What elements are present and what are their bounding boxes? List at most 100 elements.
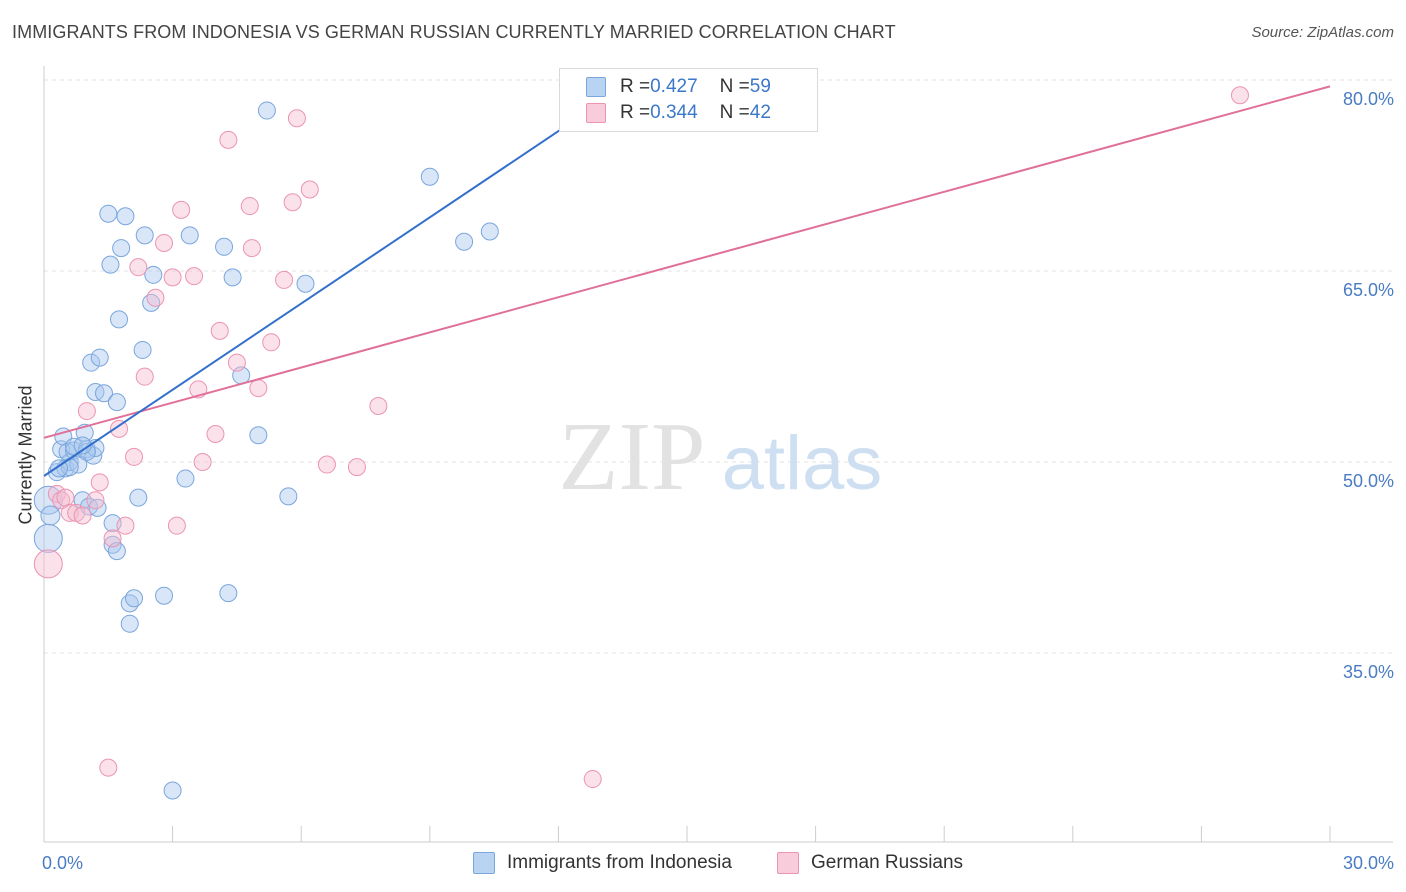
x-tick-label: 30.0% [1343,853,1394,873]
axes [43,66,1393,843]
data-point [90,348,109,367]
series-legend: Immigrants from Indonesia German Russian… [0,850,1406,878]
data-point [56,488,75,507]
data-point [99,204,118,223]
data-point [33,523,63,553]
watermark-zip: ZIP [559,403,706,511]
legend-r-label: R = [620,76,651,97]
data-point [155,233,174,252]
data-point [300,180,319,199]
data-point [279,487,298,506]
series-indonesia-points [33,101,499,800]
data-point [275,270,294,289]
data-point [88,498,107,517]
data-point [296,274,315,293]
data-point [210,321,229,340]
data-point [125,447,144,466]
data-point [167,516,186,535]
data-point [86,491,105,510]
data-point [73,506,92,525]
data-point [116,207,135,226]
y-tick-label: 80.0% [1343,89,1394,109]
data-point [33,549,63,579]
data-point [172,200,191,219]
legend-n-value: 59 [749,76,771,97]
data-point [103,529,122,548]
legend-n-label: N = [719,76,750,97]
legend-r-value: 0.427 [650,76,698,97]
data-point [163,781,182,800]
x-tick-label: 0.0% [42,853,83,873]
data-point [185,267,204,286]
data-point [129,488,148,507]
data-point [193,453,212,471]
trend-line-german-russians [43,85,1331,439]
data-point [90,473,109,492]
data-point [215,237,234,256]
data-point [455,232,474,251]
data-point [110,310,129,329]
data-point [135,367,154,386]
gridlines [44,79,1393,654]
data-point [135,226,154,245]
legend-r-label: R = [620,102,651,123]
data-point [125,589,144,608]
legend-row-german-russians: R = 0.344 N = 42 [586,100,771,126]
chart-title: IMMIGRANTS FROM INDONESIA VS GERMAN RUSS… [12,22,896,42]
data-point [116,516,135,535]
stats-legend: R = 0.427 N = 59 R = 0.344 N = 42 [559,68,818,132]
legend-swatch-blue [473,852,495,874]
legend-item-german-russians[interactable]: German Russians [777,852,963,874]
data-point [317,455,336,474]
data-point [257,101,276,120]
legend-r-value: 0.344 [650,102,698,123]
data-point [262,333,281,352]
data-point [40,505,61,526]
data-point [107,393,126,412]
legend-swatch-blue [586,77,606,97]
data-point [144,265,163,284]
data-point [219,584,238,603]
trend-line-indonesia [43,72,645,477]
legend-label-indonesia: Immigrants from Indonesia [507,852,732,873]
data-point [77,402,96,421]
data-point [155,586,174,605]
data-point [583,770,602,789]
data-point [249,426,268,445]
legend-item-indonesia[interactable]: Immigrants from Indonesia [473,852,732,874]
data-point [480,222,499,241]
legend-n-label: N = [719,102,750,123]
data-point [82,353,101,372]
data-point [287,109,306,128]
legend-label-german-russians: German Russians [811,852,964,873]
legend-row-indonesia: R = 0.427 N = 59 [586,74,771,100]
trend-lines [43,72,1331,477]
data-point [227,353,246,372]
watermark-atlas: atlas [722,421,883,506]
legend-swatch-pink [586,103,606,123]
data-point [219,130,238,149]
y-tick-label: 35.0% [1343,662,1394,682]
data-point [146,288,165,307]
data-point [242,239,261,258]
data-point [163,268,182,287]
y-tick-label: 50.0% [1343,471,1394,491]
y-tick-label: 65.0% [1343,280,1394,300]
data-point [110,419,129,438]
data-point [180,226,199,245]
data-point [249,379,268,398]
data-point [206,424,225,443]
data-point [129,258,148,277]
series-german-russians-points [33,86,1249,789]
tick-labels: 35.0% 50.0% 65.0% 80.0% 0.0% 30.0% [42,89,1394,873]
watermark: ZIP atlas [559,403,883,511]
data-point [223,268,242,287]
data-point [240,197,259,216]
data-point [1230,86,1249,105]
data-point [99,758,118,777]
legend-swatch-pink [777,852,799,874]
source-label: Source: ZipAtlas.com [1251,24,1394,41]
data-point [120,614,139,633]
data-point [133,340,152,359]
